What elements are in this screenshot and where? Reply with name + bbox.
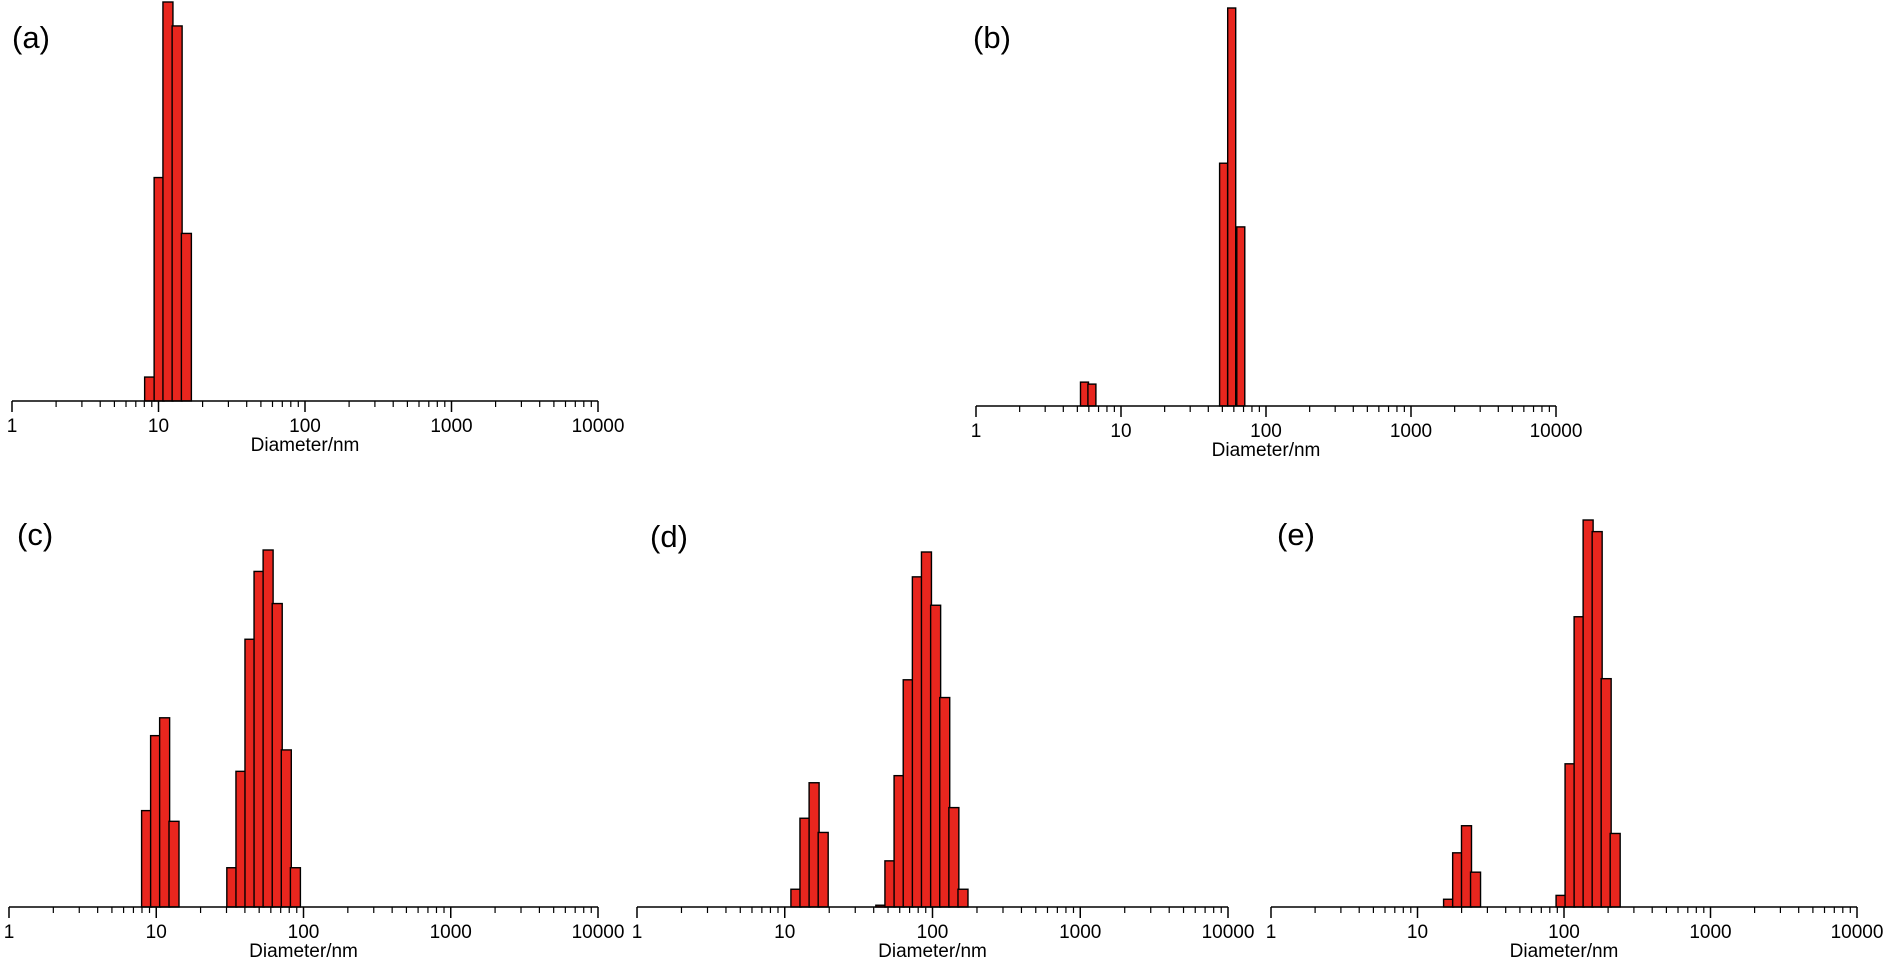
histogram-bar bbox=[1218, 162, 1229, 407]
chart-panel-3: 1 10 100 1000 10000 Diameter/nm (c) bbox=[4, 517, 625, 962]
x-tick-label: 1 bbox=[971, 421, 982, 442]
x-tick-label: 10000 bbox=[1831, 922, 1884, 943]
histogram-bar bbox=[1226, 7, 1237, 407]
x-tick-label: 100 bbox=[1250, 421, 1282, 442]
histogram-bar bbox=[168, 820, 180, 908]
x-tick-label: 1 bbox=[1266, 922, 1277, 943]
x-tick-label: 1 bbox=[4, 922, 15, 943]
x-tick-label: 10 bbox=[146, 922, 167, 943]
panel-label: (b) bbox=[973, 20, 1011, 55]
x-tick-label: 10 bbox=[148, 416, 169, 437]
x-tick-label: 1 bbox=[632, 922, 643, 943]
histogram-bar bbox=[158, 717, 171, 908]
chart-panel-2: 1 10 100 1000 10000 Diameter/nm (b) bbox=[971, 7, 1583, 461]
x-tick-label: 10 bbox=[774, 922, 795, 943]
x-axis-title: Diameter/nm bbox=[251, 435, 360, 456]
histogram-bar bbox=[957, 888, 969, 908]
x-tick-label: 100 bbox=[1548, 922, 1580, 943]
x-tick-label: 10000 bbox=[572, 922, 625, 943]
x-tick-label: 1000 bbox=[1689, 922, 1731, 943]
histogram-bar bbox=[1236, 226, 1246, 407]
x-tick-label: 10000 bbox=[572, 416, 625, 437]
x-axis-title: Diameter/nm bbox=[1510, 941, 1619, 962]
panel-label: (d) bbox=[650, 519, 688, 554]
chart-panel-4: 1 10 100 1000 10000 Diameter/nm (d) bbox=[632, 519, 1255, 962]
x-tick-label: 10000 bbox=[1530, 421, 1583, 442]
panel-label: (c) bbox=[17, 517, 53, 552]
panel-label: (e) bbox=[1277, 517, 1315, 552]
x-tick-label: 10000 bbox=[1202, 922, 1255, 943]
x-tick-label: 1 bbox=[7, 416, 18, 437]
x-tick-label: 100 bbox=[917, 922, 949, 943]
x-tick-label: 10 bbox=[1110, 421, 1131, 442]
x-tick-label: 1000 bbox=[1390, 421, 1432, 442]
x-tick-label: 10 bbox=[1407, 922, 1428, 943]
histogram-bar bbox=[1609, 832, 1621, 908]
chart-panel-5: 1 10 100 1000 10000 Diameter/nm (e) bbox=[1266, 517, 1884, 962]
histogram-bar bbox=[817, 831, 829, 908]
panel-label: (a) bbox=[12, 20, 50, 55]
histogram-bar bbox=[143, 376, 156, 402]
histogram-bar bbox=[1469, 871, 1482, 908]
x-tick-label: 1000 bbox=[1059, 922, 1101, 943]
x-axis-title: Diameter/nm bbox=[1212, 440, 1321, 461]
x-tick-label: 1000 bbox=[430, 922, 472, 943]
histogram-bar bbox=[180, 232, 193, 402]
x-tick-label: 1000 bbox=[430, 416, 472, 437]
x-axis-title: Diameter/nm bbox=[878, 941, 987, 962]
chart-panel-1: 1 10 100 1000 10000 Diameter/nm (a) bbox=[7, 1, 625, 456]
x-axis-title: Diameter/nm bbox=[249, 941, 358, 962]
histogram-bar bbox=[289, 867, 302, 908]
histogram-bar bbox=[171, 25, 183, 402]
x-tick-label: 100 bbox=[289, 416, 321, 437]
x-tick-label: 100 bbox=[288, 922, 320, 943]
histogram-bar bbox=[1087, 383, 1097, 407]
